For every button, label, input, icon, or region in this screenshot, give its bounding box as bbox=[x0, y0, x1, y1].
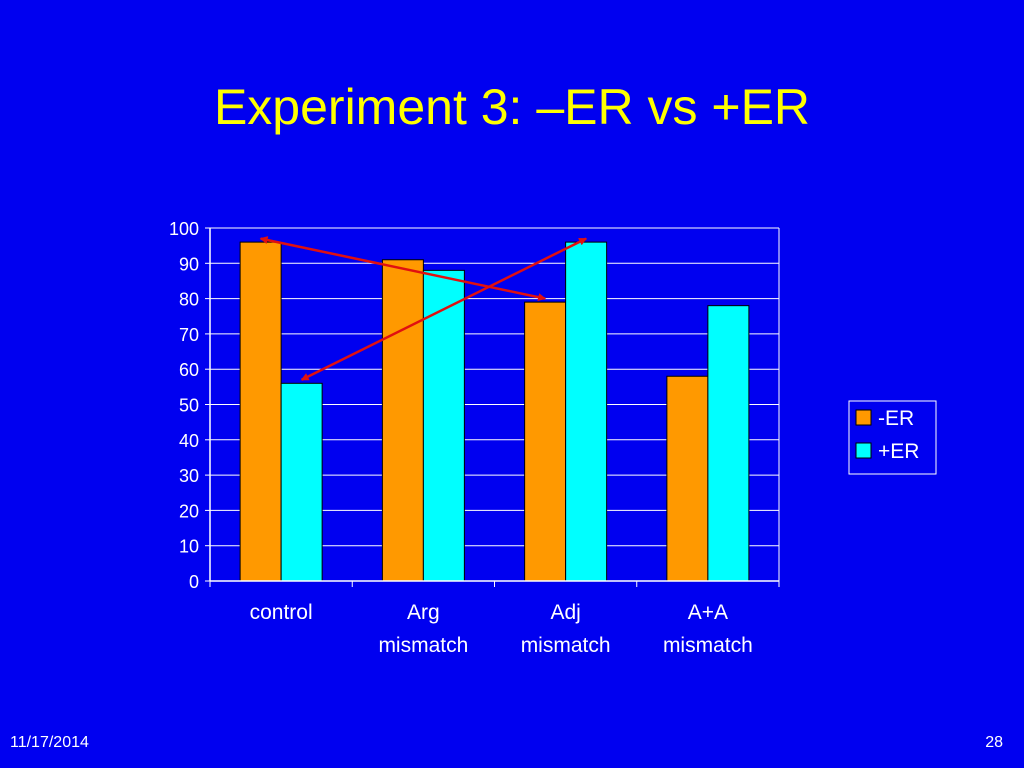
bar-minus-er bbox=[381, 259, 424, 582]
bar-plus-er bbox=[565, 241, 608, 582]
x-category-label: mismatch bbox=[663, 634, 753, 657]
y-tick-label: 90 bbox=[179, 254, 199, 274]
footer-date: 11/17/2014 bbox=[10, 734, 89, 751]
y-tick-label: 20 bbox=[179, 501, 199, 521]
y-tick-label: 50 bbox=[179, 396, 199, 416]
y-tick-label: 30 bbox=[179, 466, 199, 486]
legend-label: +ER bbox=[878, 440, 919, 463]
x-category-label: mismatch bbox=[521, 634, 611, 657]
y-tick-label: 100 bbox=[169, 219, 199, 239]
legend-swatch bbox=[855, 442, 872, 459]
y-tick-label: 70 bbox=[179, 325, 199, 345]
x-category-label: Adj bbox=[550, 601, 580, 624]
y-tick-label: 0 bbox=[189, 572, 199, 592]
bar-plus-er bbox=[280, 382, 323, 582]
annotation-arrow bbox=[300, 237, 588, 381]
bar-minus-er bbox=[239, 241, 282, 582]
slide-title: Experiment 3: –ER vs +ER bbox=[213, 79, 811, 135]
x-category-label: Arg bbox=[407, 601, 440, 624]
bar-minus-er bbox=[666, 375, 709, 582]
bar-plus-er bbox=[707, 305, 750, 582]
y-tick-label: 10 bbox=[179, 537, 199, 557]
legend-label: -ER bbox=[878, 407, 914, 430]
x-category-label: mismatch bbox=[378, 634, 468, 657]
x-category-label: control bbox=[250, 601, 313, 624]
y-tick-label: 40 bbox=[179, 431, 199, 451]
bar-minus-er bbox=[524, 301, 567, 582]
x-category-label: A+A bbox=[688, 601, 728, 624]
legend-swatch bbox=[855, 409, 872, 426]
y-tick-label: 60 bbox=[179, 360, 199, 380]
y-tick-label: 80 bbox=[179, 290, 199, 310]
slide-number: 28 bbox=[985, 734, 1003, 751]
